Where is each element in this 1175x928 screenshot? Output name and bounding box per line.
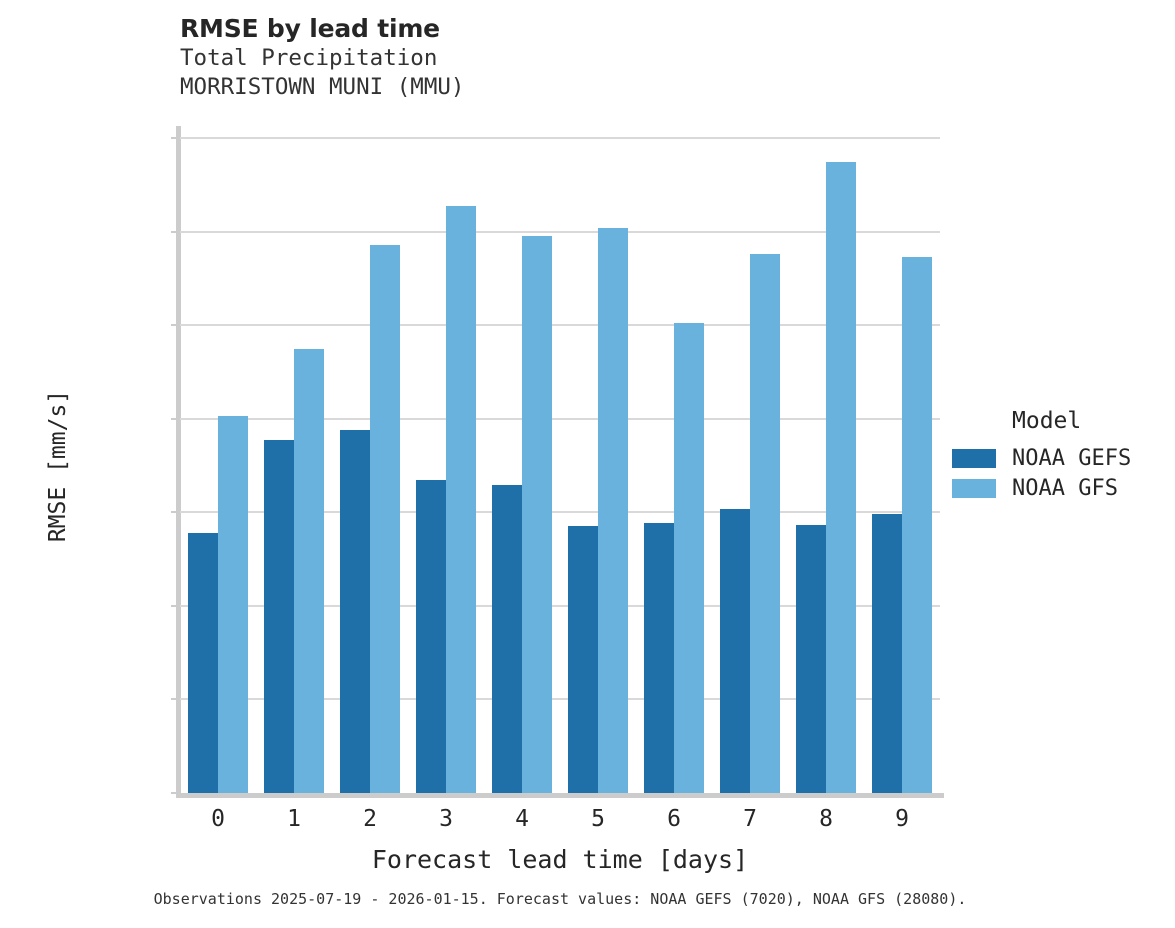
- legend-item[interactable]: NOAA GFS: [952, 473, 1167, 503]
- bar: [902, 257, 932, 793]
- legend: Model NOAA GEFS NOAA GFS: [952, 408, 1167, 503]
- bar: [446, 206, 476, 793]
- chart-title: RMSE by lead time: [180, 14, 440, 43]
- y-axis-tick: [171, 417, 178, 420]
- legend-rows: NOAA GEFS NOAA GFS: [952, 443, 1167, 503]
- x-axis-tick-label: 3: [439, 806, 453, 832]
- bar: [568, 526, 598, 793]
- bar: [416, 480, 446, 793]
- gridline: [180, 417, 940, 420]
- bar: [218, 415, 248, 793]
- y-axis-tick: [171, 698, 178, 701]
- x-axis-tick-label: 0: [211, 806, 225, 832]
- footer-note: Observations 2025-07-19 - 2026-01-15. Fo…: [153, 890, 967, 908]
- bars-layer: [180, 138, 940, 793]
- bar: [796, 524, 826, 793]
- chart-subtitle-station: MORRISTOWN MUNI (MMU): [180, 74, 465, 100]
- bar: [340, 430, 370, 793]
- bar: [370, 244, 400, 793]
- x-axis-tick-label: 1: [287, 806, 301, 832]
- bar: [598, 228, 628, 793]
- x-axis-tick-label: 9: [895, 806, 909, 832]
- legend-title: Model: [1012, 408, 1082, 434]
- legend-swatch: [952, 478, 996, 498]
- x-axis-tick-label: 5: [591, 806, 605, 832]
- gridline: [180, 698, 940, 701]
- bar: [264, 440, 294, 793]
- bar: [872, 513, 902, 793]
- gridline: [180, 230, 940, 233]
- x-axis-tick-label: 8: [819, 806, 833, 832]
- bar: [644, 522, 674, 793]
- bar: [188, 532, 218, 793]
- y-axis-tick: [171, 137, 178, 139]
- y-axis-tick: [171, 511, 178, 514]
- x-axis-tick-label: 4: [515, 806, 529, 832]
- gridline: [180, 137, 940, 139]
- legend-item-label: NOAA GEFS: [1012, 445, 1132, 471]
- legend-item[interactable]: NOAA GEFS: [952, 443, 1167, 473]
- bar: [750, 254, 780, 793]
- chart-subtitle-variable: Total Precipitation: [180, 45, 438, 71]
- bar: [522, 235, 552, 793]
- y-axis-spine: [176, 126, 181, 798]
- y-axis-tick: [171, 792, 178, 794]
- title-block: RMSE by lead time Total Precipitation MO…: [180, 14, 880, 102]
- bar: [492, 485, 522, 793]
- gridline: [180, 511, 940, 514]
- y-axis-tick-labels: 0.000000.000020.000040.000060.000080.000…: [0, 0, 180, 928]
- y-axis-tick: [171, 230, 178, 233]
- gridline: [180, 324, 940, 327]
- legend-item-label: NOAA GFS: [1012, 475, 1118, 501]
- bar: [826, 161, 856, 793]
- y-axis-tick: [171, 324, 178, 327]
- x-axis-tick-label: 2: [363, 806, 377, 832]
- x-axis-title: Forecast lead time [days]: [371, 845, 749, 874]
- x-axis-spine: [176, 793, 944, 798]
- bar: [674, 323, 704, 793]
- bar: [294, 349, 324, 793]
- legend-swatch: [952, 448, 996, 468]
- gridline: [180, 604, 940, 607]
- x-axis-tick-label: 6: [667, 806, 681, 832]
- bar: [720, 509, 750, 793]
- plot-area: [171, 137, 940, 794]
- x-axis-tick-label: 7: [743, 806, 757, 832]
- y-axis-tick: [171, 604, 178, 607]
